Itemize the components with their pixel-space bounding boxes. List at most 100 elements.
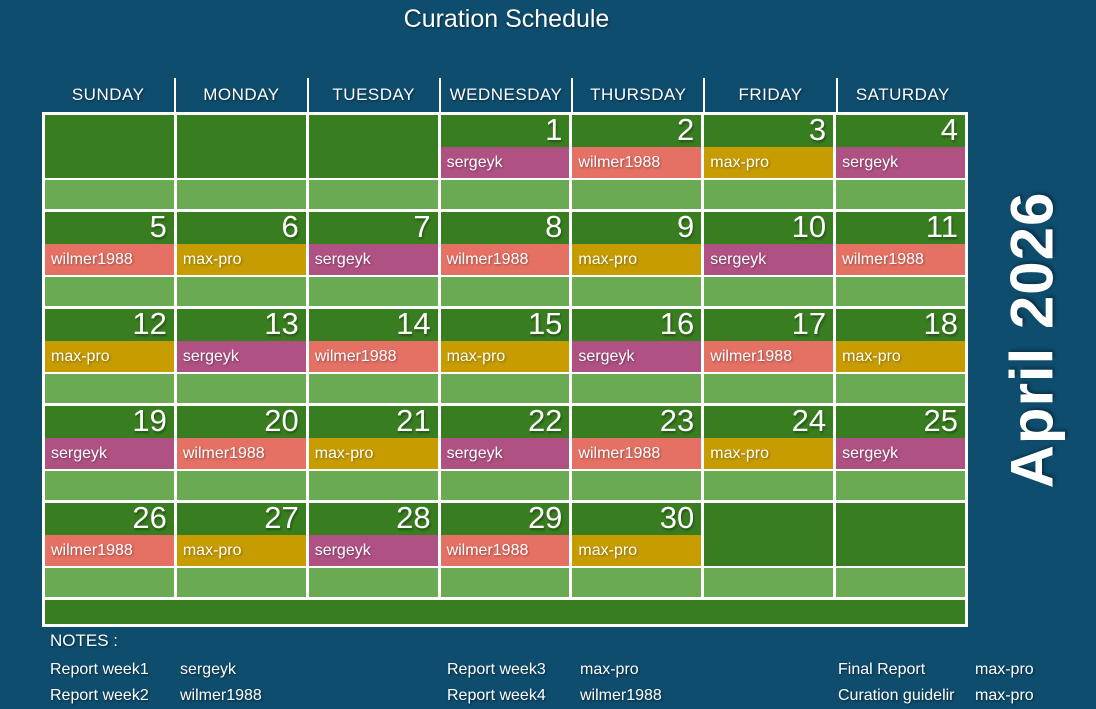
spacer-cell xyxy=(704,277,834,306)
date-number: 21 xyxy=(396,403,431,438)
calendar-cell-day-7: 7 sergeyk xyxy=(308,210,438,275)
week-row-3: 12 max-pro 13 sergeyk 14 wilmer1988 15 max-pro 1… xyxy=(45,306,965,372)
spacer-row xyxy=(45,374,965,403)
calendar-cell-day-3: 3 max-pro xyxy=(704,112,834,178)
spacer-cell xyxy=(572,180,702,209)
calendar-cell-day-18: 18 max-pro xyxy=(836,306,965,372)
calendar-body: 1 sergeyk 2 wilmer1988 3 max-pro 4 sergeyk 5 wilm… xyxy=(42,112,968,624)
spacer-row xyxy=(45,471,965,500)
assignment-bar: wilmer1988 xyxy=(572,438,702,469)
weekday-header-saturday: SATURDAY xyxy=(835,78,968,112)
spacer-cell xyxy=(176,471,306,500)
note-value: max-pro xyxy=(975,661,1034,678)
calendar-cell-day-22: 22 sergeyk xyxy=(440,404,570,469)
notes-column-1: Report week1 sergeyk Report week2 wilmer… xyxy=(50,657,262,709)
calendar-cell-day-19: 19 sergeyk xyxy=(45,404,174,469)
date-number: 3 xyxy=(808,112,827,147)
note-entry: Report week4 wilmer1988 xyxy=(447,683,662,709)
calendar-cell-day-21: 21 max-pro xyxy=(308,403,438,469)
calendar-cell-day-20: 20 wilmer1988 xyxy=(176,403,306,469)
date-number: 1 xyxy=(545,112,563,147)
spacer-cell xyxy=(308,374,438,403)
spacer-cell xyxy=(308,568,438,597)
date-number: 25 xyxy=(923,403,958,438)
weekday-header-wednesday: WEDNESDAY xyxy=(438,78,571,112)
calendar-cell-day-24: 24 max-pro xyxy=(704,403,834,469)
date-number: 8 xyxy=(545,209,563,244)
assignment-bar: wilmer1988 xyxy=(440,535,570,566)
calendar: SUNDAY MONDAY TUESDAY WEDNESDAY THURSDAY… xyxy=(42,78,968,627)
week-row-5: 26 wilmer1988 27 max-pro 28 sergeyk 29 wilmer19… xyxy=(45,500,965,566)
calendar-cell-day-11: 11 wilmer1988 xyxy=(836,210,965,275)
calendar-cell-day-28: 28 sergeyk xyxy=(308,500,438,566)
date-number: 28 xyxy=(396,500,431,535)
spacer-cell xyxy=(176,568,306,597)
page-title: Curation Schedule xyxy=(403,5,610,33)
spacer-cell xyxy=(572,471,702,500)
weekday-header-sunday: SUNDAY xyxy=(71,85,145,104)
spacer-cell xyxy=(308,277,438,306)
note-entry: Report week1 sergeyk xyxy=(50,657,262,683)
assignment-bar: wilmer1988 xyxy=(308,341,438,372)
date-number: 24 xyxy=(791,403,827,438)
spacer-cell xyxy=(45,180,174,209)
date-number: 6 xyxy=(281,209,299,244)
assignment-bar: max-pro xyxy=(836,341,965,372)
assignment-bar: max-pro xyxy=(308,438,438,469)
weekday-header-monday: MONDAY xyxy=(174,78,306,112)
assignment-bar: sergeyk xyxy=(440,147,570,178)
note-label: Curation guidelir xyxy=(838,687,955,704)
date-number: 4 xyxy=(940,112,958,147)
spacer-cell xyxy=(440,277,570,306)
assignment-bar: sergeyk xyxy=(45,438,174,469)
date-number: 9 xyxy=(677,209,695,244)
calendar-cell-day-23: 23 wilmer1988 xyxy=(572,403,702,469)
assignment-bar: max-pro xyxy=(45,341,174,372)
spacer-cell xyxy=(704,180,834,209)
spacer-cell xyxy=(572,277,702,306)
date-number: 5 xyxy=(149,209,167,244)
assignment-bar: max-pro xyxy=(572,535,702,566)
weekday-header-thursday: THURSDAY xyxy=(571,78,703,112)
assignment-bar: max-pro xyxy=(176,535,306,566)
spacer-cell xyxy=(836,568,965,597)
spacer-row xyxy=(45,568,965,597)
note-entry: Curation guidelir max-pro xyxy=(838,683,1034,709)
calendar-cell-day-4: 4 sergeyk xyxy=(836,112,965,178)
assignment-bar: max-pro xyxy=(176,244,306,275)
spacer-cell xyxy=(176,180,306,209)
assignment-bar: sergeyk xyxy=(572,341,702,372)
assignment-bar: wilmer1988 xyxy=(836,244,965,275)
spacer-cell xyxy=(572,568,702,597)
calendar-cell-day-16: 16 sergeyk xyxy=(572,306,702,372)
date-number: 20 xyxy=(264,403,299,438)
weekday-header-friday: FRIDAY xyxy=(703,78,835,112)
calendar-cell-day-6: 6 max-pro xyxy=(176,209,306,275)
spacer-cell xyxy=(308,471,438,500)
spacer-cell xyxy=(308,180,438,209)
spacer-cell xyxy=(45,277,174,306)
note-label: Report week1 xyxy=(50,661,149,678)
calendar-cell-empty xyxy=(176,115,306,178)
calendar-cell-day-12: 12 max-pro xyxy=(45,307,174,372)
note-value: wilmer1988 xyxy=(580,687,662,704)
spacer-cell xyxy=(836,180,965,209)
spacer-cell xyxy=(45,568,174,597)
note-entry: Final Report max-pro xyxy=(838,657,1034,683)
assignment-bar: sergeyk xyxy=(836,147,965,178)
date-number: 23 xyxy=(659,403,695,438)
note-label: Report week4 xyxy=(447,687,546,704)
date-number: 16 xyxy=(659,306,695,341)
spacer-cell xyxy=(45,374,174,403)
note-label: Report week3 xyxy=(447,661,546,678)
calendar-cell-day-15: 15 max-pro xyxy=(440,307,570,372)
date-number: 18 xyxy=(923,306,958,341)
assignment-bar: wilmer1988 xyxy=(704,341,834,372)
spacer-cell xyxy=(836,277,965,306)
assignment-bar: sergeyk xyxy=(836,438,965,469)
calendar-bottom-strip xyxy=(45,600,965,624)
assignment-bar: wilmer1988 xyxy=(572,147,702,178)
notes-column-3: Final Report max-pro Curation guidelir m… xyxy=(838,657,1034,709)
spacer-cell xyxy=(440,568,570,597)
weekday-header-row: SUNDAY MONDAY TUESDAY WEDNESDAY THURSDAY… xyxy=(42,78,968,112)
